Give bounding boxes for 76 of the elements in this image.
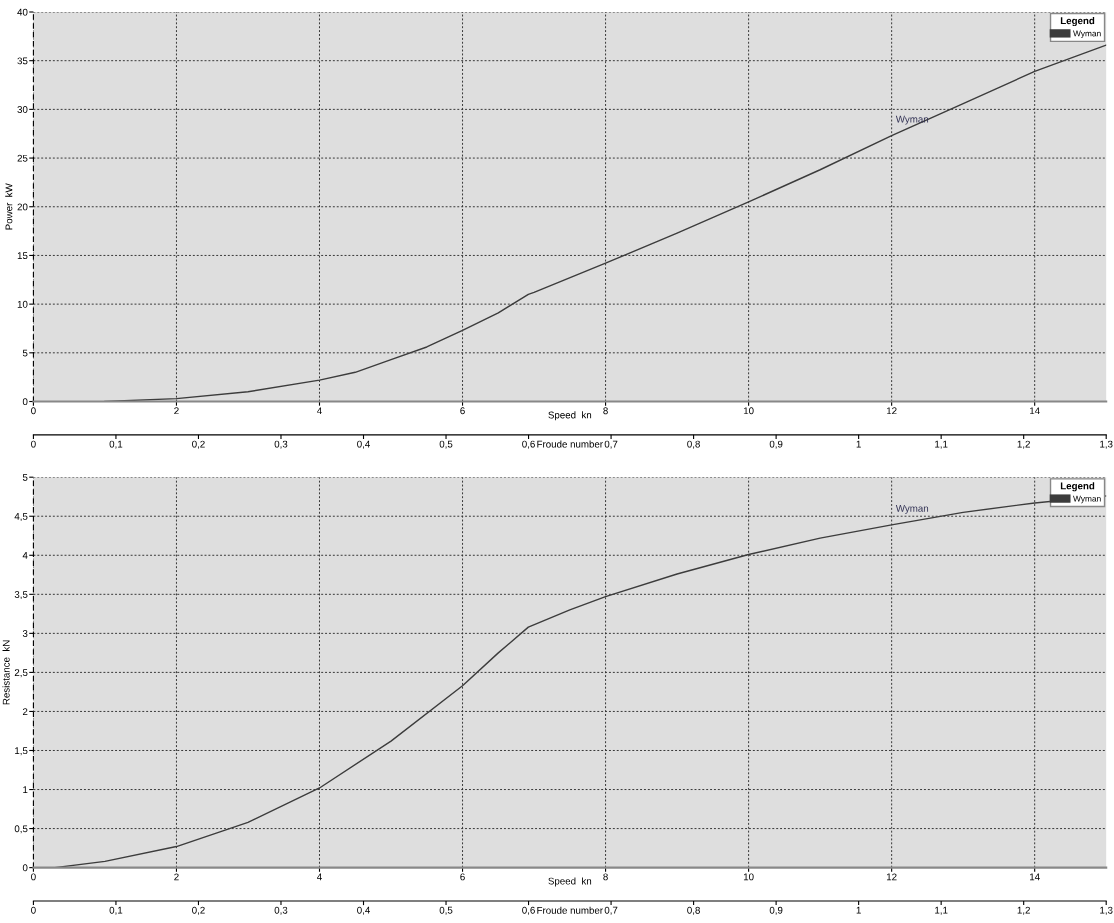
x2-tick-label: 0,5 xyxy=(439,440,453,449)
x2-tick-label: 0,7 xyxy=(604,906,618,915)
x-tick-label: 6 xyxy=(460,407,465,415)
x2-tick-label: 0 xyxy=(31,906,36,914)
x2-tick-label: 0,3 xyxy=(274,440,288,449)
y-tick-label: 1,5 xyxy=(15,747,28,756)
legend-label: Wyman xyxy=(1073,30,1101,39)
x-tick-label: 10 xyxy=(743,873,754,881)
x2-axis-title: Froude number xyxy=(537,440,603,448)
x2-tick-label: 0,9 xyxy=(769,906,783,915)
text: Wyman xyxy=(895,115,929,125)
y-tick-label: 35 xyxy=(17,57,28,65)
x-tick-label: 4 xyxy=(317,873,322,881)
x2-tick-label: 1,2 xyxy=(1017,440,1030,449)
x-tick-label: 4 xyxy=(317,407,322,415)
x2-tick-label: 0,2 xyxy=(192,906,205,915)
x-axis-title: Speed kn xyxy=(548,411,592,421)
x2-tick-label: 1,1 xyxy=(935,906,948,915)
y-tick-label: 4 xyxy=(22,552,28,559)
x2-tick-label: 1,2 xyxy=(1017,906,1030,915)
x-tick-label: 6 xyxy=(460,873,465,881)
legend-title: Legend xyxy=(1060,17,1095,27)
y-tick-label: 5 xyxy=(22,349,28,357)
x2-tick-label: 0,8 xyxy=(687,906,700,915)
x2-tick-label: 1 xyxy=(856,906,861,914)
x2-tick-label: 0,1 xyxy=(109,440,123,449)
legend-title: Legend xyxy=(1060,482,1095,492)
x-tick-label: 8 xyxy=(603,873,608,881)
y-tick-label: 0,5 xyxy=(14,825,28,834)
x2-axis-title: Froude number xyxy=(537,906,603,914)
x-tick-label: 2 xyxy=(174,407,179,415)
legend-label: Wyman xyxy=(1073,495,1101,504)
x-tick-label: 10 xyxy=(743,407,754,415)
y-tick-label: 20 xyxy=(17,203,28,211)
x-tick-label: 2 xyxy=(174,873,179,881)
y-axis-title: Power kW xyxy=(5,183,13,230)
x2-tick-label: 1,3 xyxy=(1100,440,1113,449)
y-tick-label: 1 xyxy=(23,786,28,794)
y-tick-label: 0 xyxy=(22,864,28,872)
y-tick-label: 3 xyxy=(22,630,28,637)
x2-tick-label: 0,6 xyxy=(522,906,535,915)
x-tick-label: 12 xyxy=(886,407,897,415)
x2-tick-label: 0,2 xyxy=(192,440,205,449)
y-tick-label: 2 xyxy=(22,708,28,715)
y-tick-label: 3,5 xyxy=(14,591,28,600)
y-tick-label: 2,5 xyxy=(14,669,28,678)
x-tick-label: 14 xyxy=(1030,873,1040,881)
text: Wyman xyxy=(895,505,929,514)
y-axis-title: Resistance kN xyxy=(2,640,10,705)
y-tick-label: 5 xyxy=(22,474,28,481)
y-tick-label: 30 xyxy=(17,106,28,113)
x2-tick-label: 0,5 xyxy=(439,906,453,915)
x-tick-label: 14 xyxy=(1030,407,1040,415)
x2-tick-label: 0 xyxy=(31,440,36,448)
x2-tick-label: 0,1 xyxy=(109,906,123,915)
x2-tick-label: 0,4 xyxy=(357,440,370,449)
y-tick-label: 10 xyxy=(17,300,28,308)
x-tick-label: 0 xyxy=(31,873,36,881)
y-tick-label: 4,5 xyxy=(14,513,28,521)
x2-tick-label: 0,6 xyxy=(522,440,535,449)
y-tick-label: 15 xyxy=(17,252,28,260)
y-tick-label: 40 xyxy=(17,8,28,16)
x2-tick-label: 0,7 xyxy=(604,440,618,449)
x-tick-label: 0 xyxy=(31,407,36,415)
x2-tick-label: 0,9 xyxy=(769,440,783,449)
x-tick-label: 8 xyxy=(603,407,608,415)
x2-tick-label: 1,3 xyxy=(1100,906,1113,915)
x-tick-label: 12 xyxy=(886,873,897,881)
x2-tick-label: 1,1 xyxy=(935,440,948,449)
y-tick-label: 25 xyxy=(17,154,28,162)
x-axis-title: Speed kn xyxy=(548,877,592,887)
x2-tick-label: 0,4 xyxy=(357,906,370,915)
x2-tick-label: 0,8 xyxy=(687,440,700,449)
x2-tick-label: 0,3 xyxy=(274,906,288,915)
x2-tick-label: 1 xyxy=(856,440,861,448)
y-tick-label: 0 xyxy=(22,398,28,406)
